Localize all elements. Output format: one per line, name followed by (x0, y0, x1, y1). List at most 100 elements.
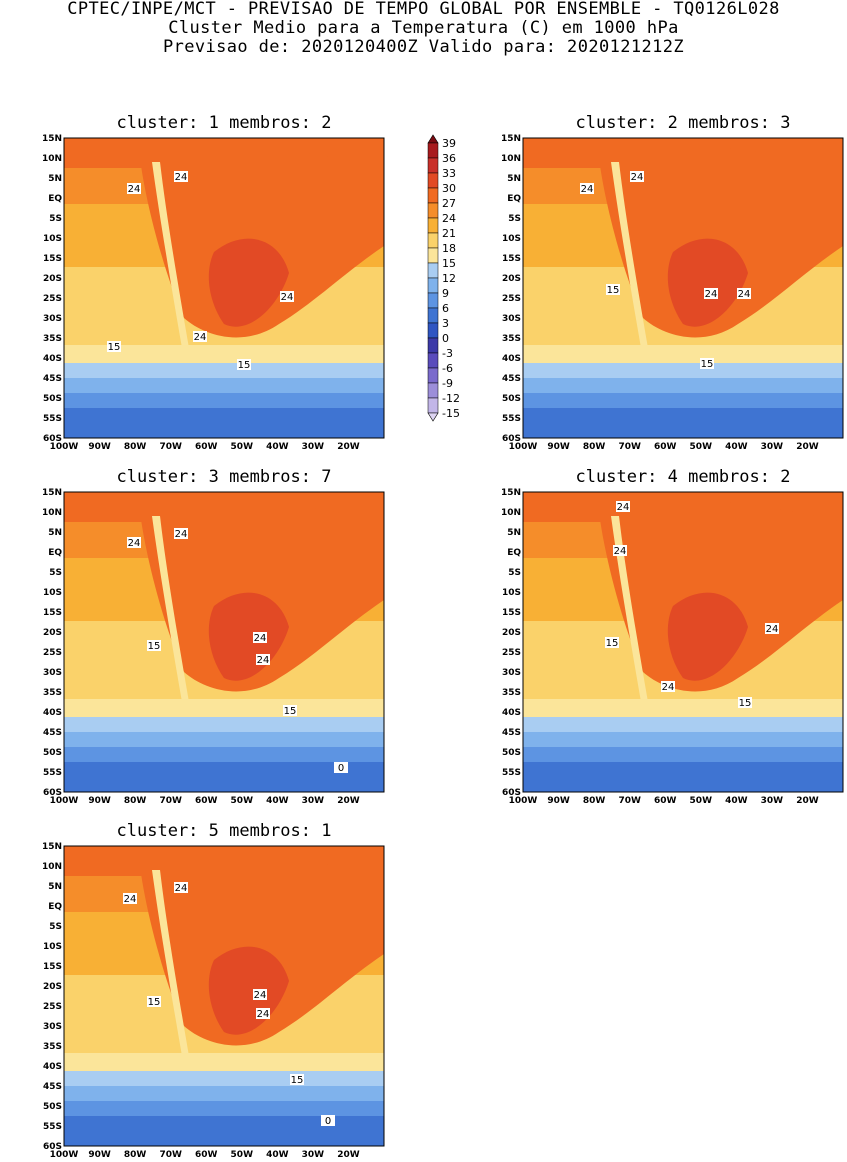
lat-label: 15N (501, 134, 521, 144)
lat-label: 15N (42, 842, 62, 852)
lon-label: 70W (159, 796, 182, 806)
lat-label: EQ (48, 194, 62, 204)
temperature-band (523, 717, 843, 733)
svg-text:15: 15 (606, 638, 619, 649)
lat-label: 5S (508, 568, 521, 578)
lon-label: 60W (654, 442, 677, 452)
lat-label: 40S (502, 708, 521, 718)
colorbar-swatch (427, 172, 439, 189)
temperature-band (64, 717, 384, 733)
lat-label: 25S (502, 294, 521, 304)
contour-label: 0 (334, 762, 348, 774)
andes-cool-strip (152, 162, 189, 348)
contour-label: 15 (290, 1074, 304, 1086)
temperature-band (64, 378, 384, 394)
colorbar-label: -3 (442, 347, 453, 360)
lat-label: 35S (43, 334, 62, 344)
temperature-band (523, 699, 843, 718)
colorbar-swatch (427, 352, 439, 369)
lon-label: 40W (725, 442, 748, 452)
lat-label: 20S (502, 628, 521, 638)
lat-label: 5N (48, 174, 62, 184)
lat-label: 30S (502, 668, 521, 678)
contour-label: 24 (280, 291, 294, 303)
contour-label: 24 (661, 681, 675, 693)
lat-label: 20S (502, 274, 521, 284)
temperature-band (64, 1071, 384, 1087)
lat-label: 50S (502, 748, 521, 758)
lon-label: 50W (231, 442, 254, 452)
lon-label: 30W (761, 796, 784, 806)
contour-label: 24 (253, 989, 267, 1001)
contour-label: 24 (193, 331, 207, 343)
colorbar-swatch (427, 322, 439, 339)
colorbar-swatch (427, 142, 439, 159)
colorbar-label: 36 (442, 152, 456, 165)
svg-text:24: 24 (614, 546, 627, 557)
svg-text:24: 24 (631, 172, 644, 183)
contour-label: 15 (237, 359, 251, 371)
svg-text:24: 24 (175, 883, 188, 894)
lat-label: 50S (43, 748, 62, 758)
lon-label: 30W (302, 796, 325, 806)
colorbar-label: 30 (442, 182, 456, 195)
map-panel-cluster-1: 15N 10N 5N EQ 5S 10S 15S 20S 25S 30S 35S 40S 45S 50S 5… (42, 134, 385, 452)
colorbar-swatch (427, 262, 439, 279)
temperature-band (523, 747, 843, 763)
map-frame (63, 845, 385, 1147)
svg-text:0: 0 (338, 763, 344, 774)
lon-label: 80W (583, 796, 606, 806)
colorbar-swatch (427, 202, 439, 219)
lon-label: 90W (88, 442, 111, 452)
svg-text:15: 15 (238, 360, 251, 371)
panel-title-cluster-2: cluster: 2 membros: 3 (575, 113, 791, 133)
colorbar-label: 21 (442, 227, 456, 240)
lat-label: 20S (43, 628, 62, 638)
svg-text:24: 24 (257, 655, 270, 666)
temperature-band (523, 762, 843, 792)
colorbar-label: -15 (442, 407, 460, 420)
contour-label: 24 (256, 1008, 270, 1020)
lat-label: 25S (43, 1002, 62, 1012)
lat-label: 10N (42, 508, 62, 518)
colorbar-label: 33 (442, 167, 456, 180)
lon-label: 80W (124, 1150, 147, 1160)
lon-label: 40W (266, 796, 289, 806)
svg-text:24: 24 (175, 529, 188, 540)
lat-label: 45S (43, 374, 62, 384)
colorbar-swatch (427, 157, 439, 174)
svg-text:0: 0 (325, 1116, 331, 1127)
lat-label: 10S (43, 588, 62, 598)
header-line-3: Previsao de: 2020120400Z Valido para: 20… (162, 37, 685, 57)
lat-label: 20S (43, 274, 62, 284)
colorbar-label: 9 (442, 287, 449, 300)
svg-text:15: 15 (284, 706, 297, 717)
svg-text:24: 24 (738, 289, 751, 300)
lon-label: 50W (231, 796, 254, 806)
lat-label: EQ (48, 548, 62, 558)
temperature-band (523, 732, 843, 748)
colorbar-label: 24 (442, 212, 456, 225)
svg-text:15: 15 (148, 641, 161, 652)
contour-label: 24 (613, 545, 627, 557)
map-panel-cluster-3: 15N 10N 5N EQ 5S 10S 15S 20S 25S 30S 35S 40S 45S 50S 5… (42, 488, 385, 806)
svg-text:15: 15 (701, 359, 714, 370)
lat-label: 45S (43, 728, 62, 738)
lat-label: 15S (502, 608, 521, 618)
lat-label: 5S (49, 568, 62, 578)
contour-label: 24 (765, 623, 779, 635)
lat-label: 60S (43, 1142, 62, 1152)
panel-title-cluster-1: cluster: 1 membros: 2 (116, 113, 332, 133)
lat-label: 5S (508, 214, 521, 224)
temperature-band (523, 378, 843, 394)
colorbar-swatch (427, 412, 439, 422)
lat-label: EQ (507, 194, 521, 204)
lat-label: 30S (43, 668, 62, 678)
map-frame (522, 491, 844, 793)
lat-label: 40S (43, 708, 62, 718)
lat-label: 40S (43, 354, 62, 364)
colorbar-label: 0 (442, 332, 449, 345)
lon-label: 70W (159, 442, 182, 452)
contour-label: 24 (704, 288, 718, 300)
andes-cool-strip (611, 162, 648, 348)
